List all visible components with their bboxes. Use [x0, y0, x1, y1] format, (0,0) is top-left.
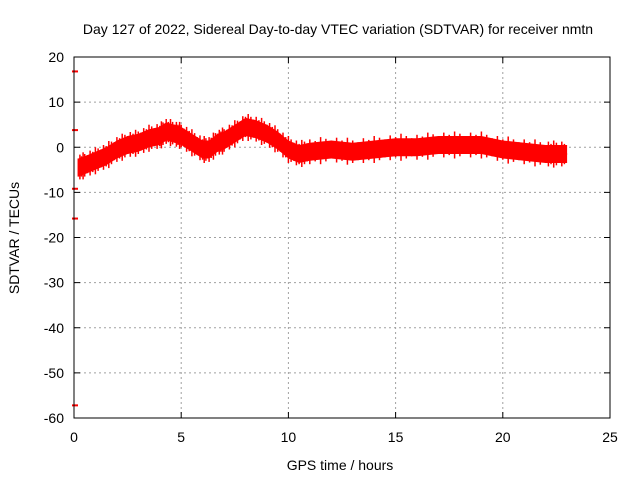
grid-lines [74, 57, 610, 418]
y-axis-ticks: 20 10 0 -10 -20 -30 -40 -50 -60 [44, 49, 610, 426]
y-tick-label: 10 [48, 94, 64, 110]
y-tick-label: -10 [44, 184, 64, 200]
y-tick-label: -50 [44, 365, 64, 381]
y-tick-label: 0 [56, 139, 64, 155]
x-tick-label: 10 [281, 429, 297, 445]
y-axis-title: SDTVAR / TECUs [6, 182, 22, 294]
x-axis-title: GPS time / hours [287, 457, 394, 473]
x-tick-label: 5 [177, 429, 185, 445]
outlier-markers [72, 70, 78, 407]
y-tick-label: -40 [44, 320, 64, 336]
x-axis-ticks: 0 5 10 15 20 25 [70, 57, 618, 445]
chart-title: Day 127 of 2022, Sidereal Day-to-day VTE… [83, 21, 593, 37]
y-tick-label: -30 [44, 275, 64, 291]
y-tick-label: 20 [48, 49, 64, 65]
y-tick-label: -60 [44, 410, 64, 426]
x-tick-label: 25 [602, 429, 618, 445]
x-tick-label: 20 [495, 429, 511, 445]
x-tick-label: 0 [70, 429, 78, 445]
series-band [78, 117, 568, 177]
data-series [77, 114, 568, 180]
x-tick-label: 15 [388, 429, 404, 445]
y-tick-label: -20 [44, 230, 64, 246]
